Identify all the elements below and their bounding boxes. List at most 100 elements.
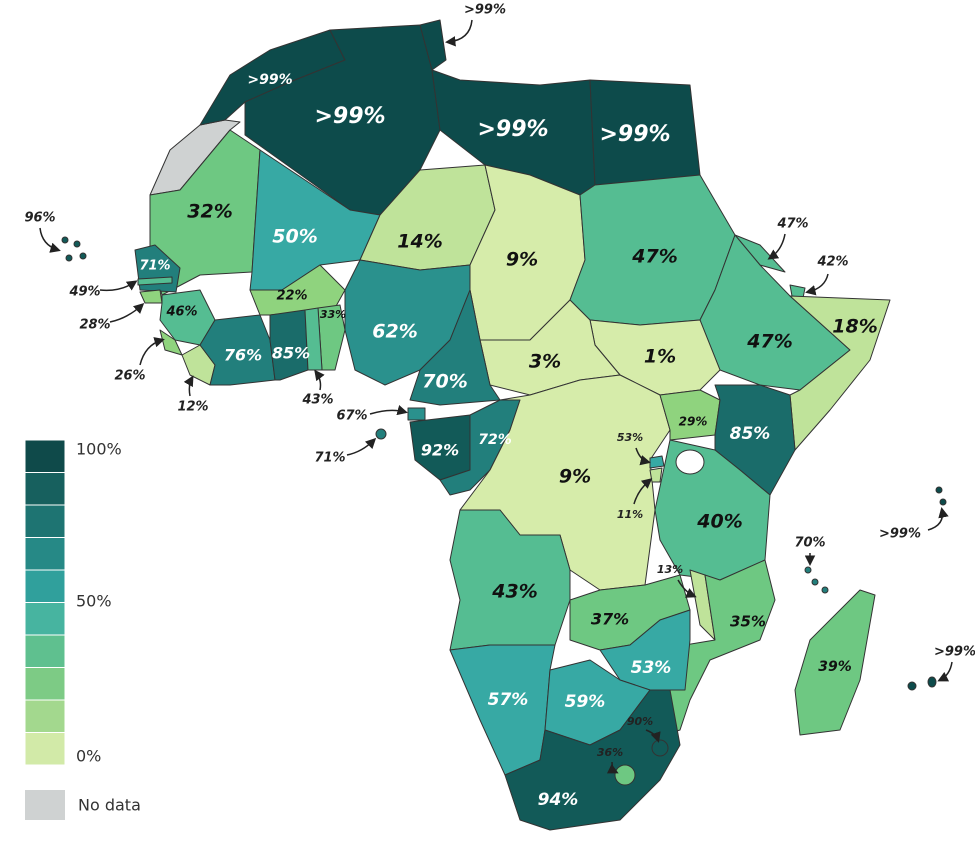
country-label: 14% [397, 231, 442, 253]
legend-swatch [24, 699, 66, 733]
legend-swatch [24, 667, 66, 701]
callout-label: 49% [68, 285, 100, 300]
callout-label: >99% [934, 645, 975, 660]
callout-label: 96% [24, 211, 55, 226]
country [504, 689, 681, 831]
country-label: 94% [538, 790, 579, 810]
country-label: 18% [832, 316, 877, 338]
callout-arrow [314, 369, 325, 391]
callout-label: >99% [879, 527, 921, 542]
legend-label: No data [78, 796, 141, 815]
country [419, 19, 447, 71]
country-label: 47% [631, 246, 677, 268]
country-label: >99% [599, 122, 670, 147]
callout-label: 36% [597, 746, 623, 759]
country-label: 1% [644, 346, 676, 368]
callout-arrow [677, 579, 697, 598]
country-label: 22% [276, 289, 307, 304]
callout-arrow [139, 337, 165, 366]
callout-label: 43% [301, 393, 333, 408]
country-label: 9% [506, 249, 538, 271]
country-label: 33% [320, 308, 346, 321]
callout-label: 90% [627, 715, 653, 728]
country-label: 29% [679, 415, 708, 429]
country-label: 59% [565, 692, 606, 712]
callout-arrow [369, 404, 408, 416]
callout-label: 11% [617, 508, 643, 521]
country [61, 236, 87, 262]
country [651, 739, 669, 757]
country-label: 39% [818, 659, 852, 675]
callout-label: 47% [776, 217, 808, 232]
callout-arrow [445, 19, 473, 47]
legend-label: 0% [76, 747, 101, 766]
callout-arrow [645, 729, 661, 743]
callout-arrow [633, 478, 653, 505]
lake [675, 449, 705, 475]
country-label: 71% [139, 259, 170, 274]
country [159, 289, 216, 346]
country [137, 276, 173, 286]
country [407, 407, 426, 421]
country [479, 299, 621, 396]
callout-arrow [767, 233, 786, 260]
country [249, 264, 346, 316]
callout-arrow [183, 375, 194, 397]
country [664, 559, 776, 736]
legend-swatch [24, 537, 66, 571]
country-label: 50% [272, 226, 317, 248]
country [139, 289, 163, 304]
callout-arrow [927, 507, 949, 531]
country [449, 509, 571, 651]
country-label: >99% [314, 104, 385, 129]
country [409, 289, 501, 406]
country [649, 467, 663, 483]
country-label: 40% [696, 511, 742, 533]
country-label: >99% [477, 117, 548, 142]
labels: >99% >99% >99% >99% >99% 32% 50% 14% 9% 47% 47% 42%… [24, 3, 975, 811]
country [199, 314, 276, 386]
legend-swatch [24, 439, 66, 473]
callout-arrow [805, 273, 829, 296]
country [449, 644, 556, 776]
country-label: 85% [730, 424, 771, 444]
callout-arrow [99, 280, 138, 292]
legend-swatch [24, 569, 66, 603]
callout-label: >99% [464, 3, 506, 18]
callout-label: 71% [314, 451, 345, 466]
country-label: 43% [491, 581, 537, 603]
country [907, 676, 937, 691]
callout-arrow [39, 227, 61, 253]
country [614, 764, 636, 786]
legend-swatch [25, 790, 65, 820]
country-label: 53% [631, 658, 672, 678]
country-label: 9% [559, 466, 591, 488]
country [649, 455, 665, 469]
country-label: 76% [224, 346, 262, 365]
country-label: 35% [730, 613, 766, 631]
callout-label: 28% [79, 318, 110, 333]
callout-label: 12% [177, 400, 208, 415]
country-label: >99% [247, 72, 292, 88]
country-label: 62% [372, 321, 417, 343]
legend-label: 50% [76, 592, 112, 611]
country [935, 486, 947, 506]
country-label: 70% [422, 371, 467, 393]
country-label: 92% [421, 441, 459, 460]
countries [61, 19, 947, 831]
callout-label: 70% [794, 536, 825, 551]
country-label: 72% [478, 432, 512, 448]
country-label: 37% [591, 610, 629, 629]
legend-swatch [24, 504, 66, 538]
legend-swatch [24, 472, 66, 506]
callout-arrow [109, 302, 145, 323]
callout-label: 42% [816, 255, 848, 270]
country-label: 32% [187, 201, 232, 223]
country-label: 57% [488, 690, 529, 710]
country [375, 428, 387, 440]
legend-label: 100% [76, 440, 122, 459]
callout-label: 53% [617, 431, 643, 444]
callout-arrow [937, 661, 953, 682]
country-label: 47% [746, 331, 792, 353]
